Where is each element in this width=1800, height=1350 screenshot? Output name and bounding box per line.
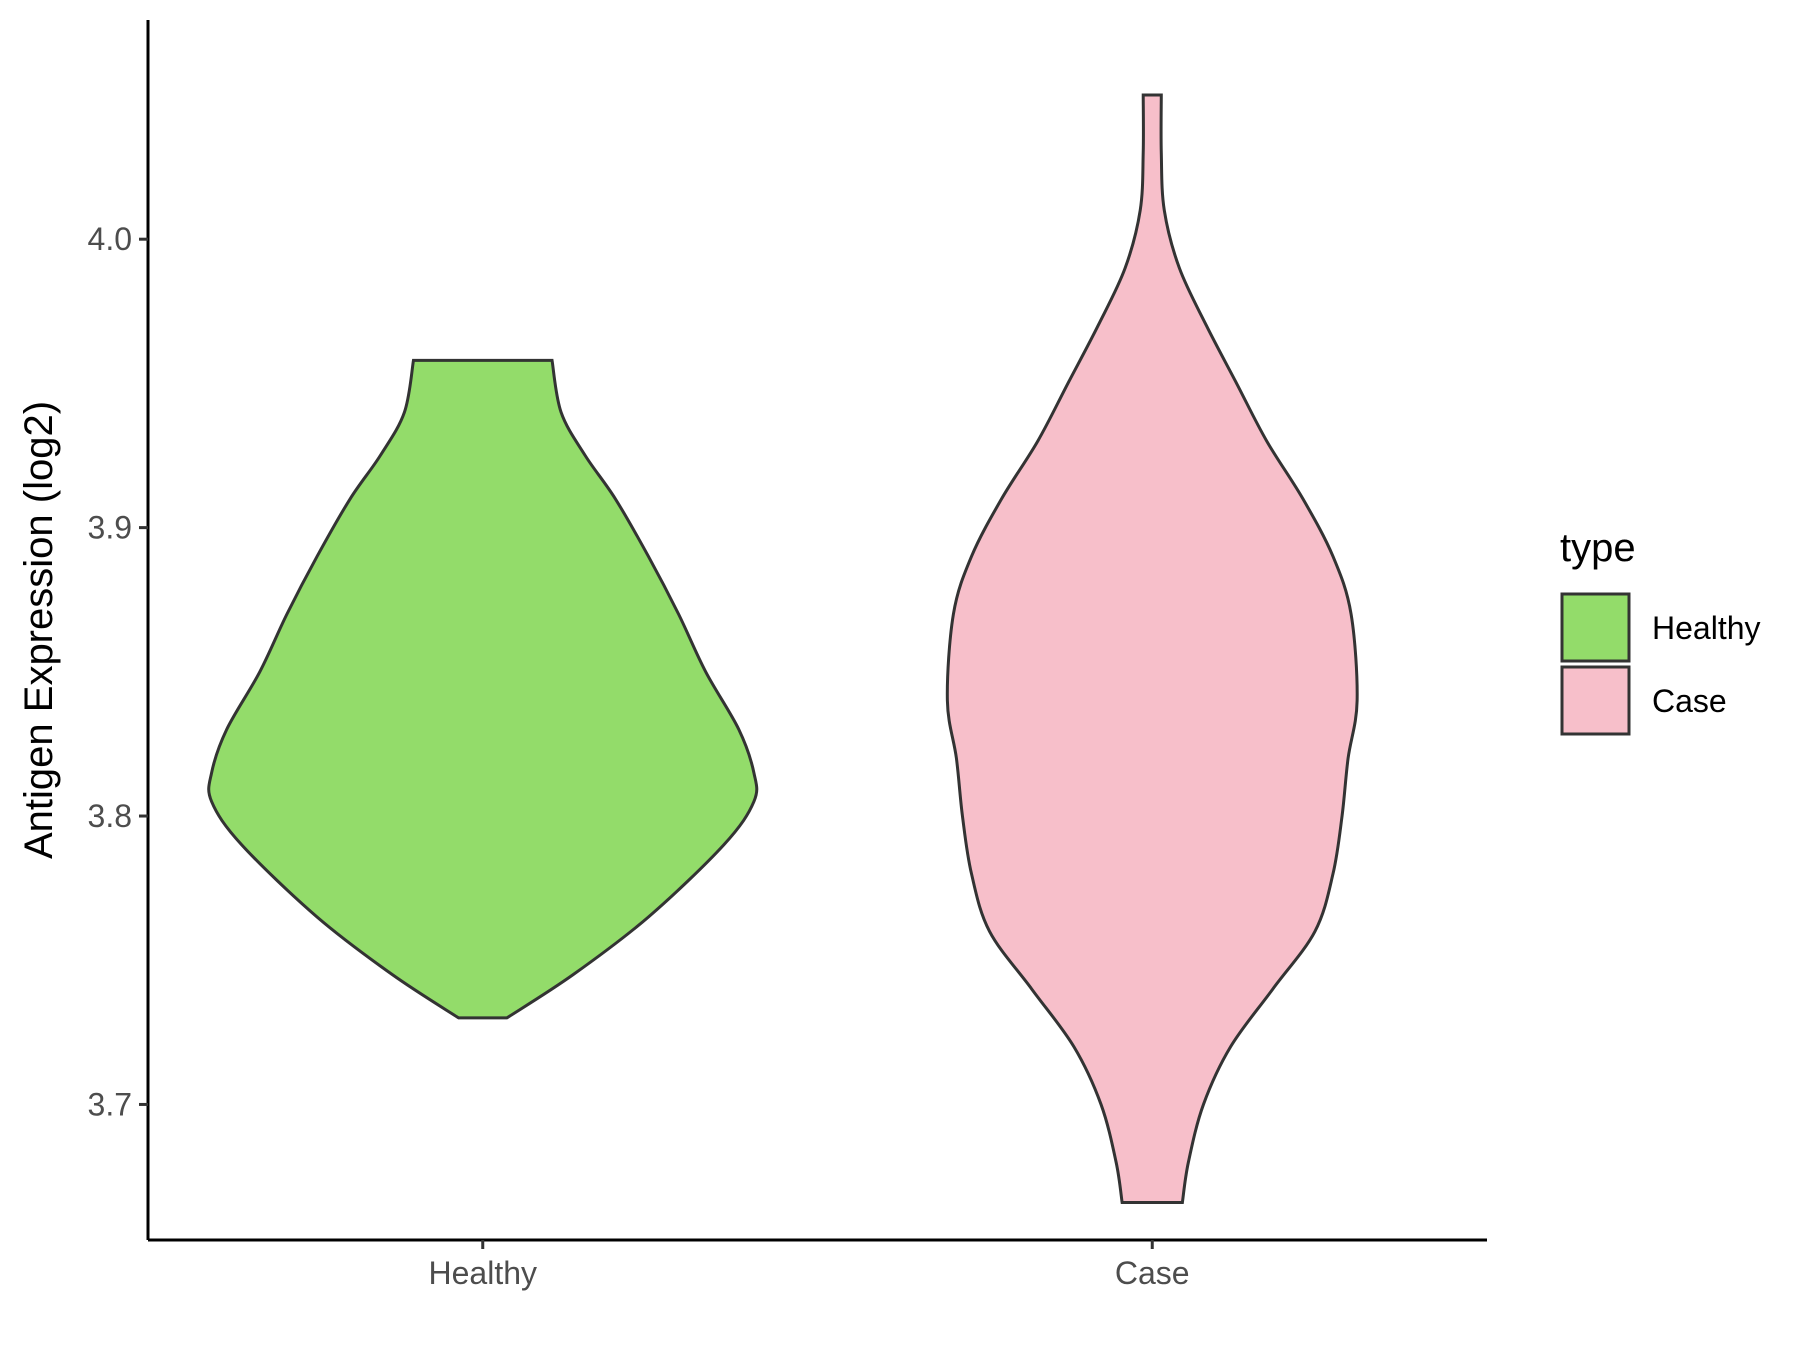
y-tick-label: 3.9 — [88, 510, 132, 546]
legend-items: Healthy Case — [1560, 592, 1761, 736]
y-tick-label: 3.7 — [88, 1086, 132, 1122]
y-tick-label: 3.8 — [88, 798, 132, 834]
legend: type Healthy Case — [1560, 526, 1761, 736]
y-tick-label: 4.0 — [88, 221, 132, 257]
violin-layer — [207, 93, 1359, 1205]
violin-healthy — [207, 358, 759, 1020]
legend-label-case: Case — [1652, 683, 1727, 719]
x-tick-label: Healthy — [429, 1255, 538, 1291]
legend-swatch-healthy — [1560, 592, 1631, 663]
legend-swatch-case — [1560, 665, 1631, 736]
legend-label-healthy: Healthy — [1652, 610, 1761, 646]
violin-case — [945, 93, 1359, 1205]
y-axis-title: Antigen Expression (log2) — [17, 401, 61, 859]
legend-title: type — [1560, 526, 1636, 570]
x-tick-label: Case — [1115, 1255, 1190, 1291]
x-axis-ticks: Healthy Case — [429, 1240, 1190, 1291]
y-axis-ticks: 3.7 3.8 3.9 4.0 — [88, 221, 148, 1122]
